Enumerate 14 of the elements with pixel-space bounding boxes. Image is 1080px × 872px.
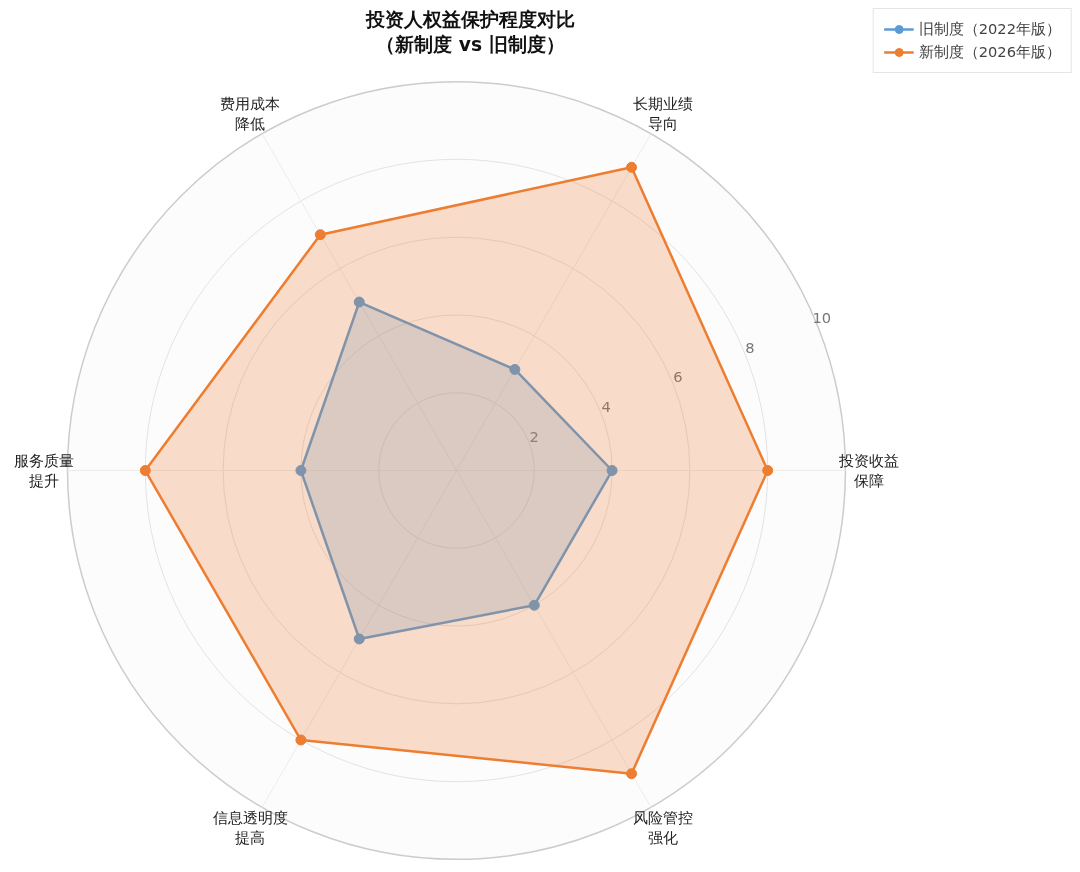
spoke-label: 服务质量提升: [14, 451, 75, 490]
text: 投资人权益保护程度对比（新制度 vs 旧制度）: [365, 8, 575, 55]
legend-label: 旧制度（2022年版）: [918, 19, 1061, 39]
y-tick-label: 6: [673, 368, 683, 386]
y-tick-label: 8: [745, 338, 755, 356]
spoke-label: 投资收益保障: [837, 451, 899, 490]
spoke-label: 长期业绩导向: [632, 94, 693, 133]
spoke-label: 信息透明度提高: [212, 808, 288, 847]
spoke-label: 风险管控强化: [632, 808, 693, 847]
y-tick-label: 2: [529, 427, 539, 445]
legend-label: 新制度（2026年版）: [918, 42, 1061, 62]
spoke-label: 费用成本降低: [220, 94, 281, 133]
y-tick-label: 4: [601, 398, 611, 416]
y-tick-label: 10: [812, 308, 832, 326]
